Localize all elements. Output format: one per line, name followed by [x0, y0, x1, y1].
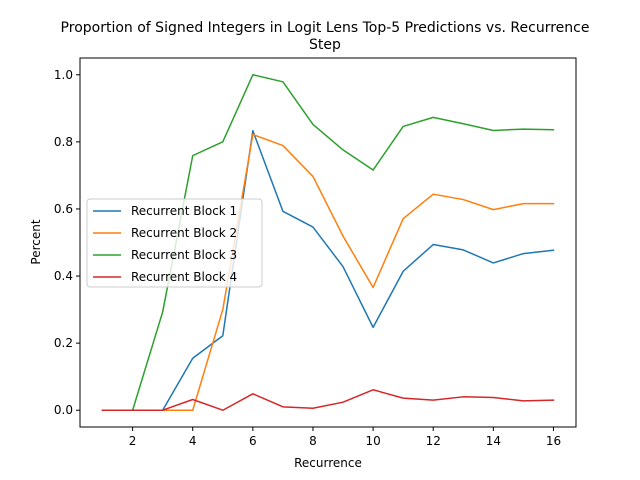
legend-label-2: Recurrent Block 2 — [131, 226, 237, 240]
x-tick-label: 4 — [189, 434, 197, 448]
y-tick-label: 0.2 — [54, 336, 73, 350]
x-tick-label: 14 — [486, 434, 501, 448]
y-tick-label: 0.4 — [54, 269, 73, 283]
x-axis-label: Recurrence — [294, 456, 362, 470]
y-axis-label: Percent — [29, 219, 43, 264]
legend-frame — [86, 198, 263, 288]
series-line-1 — [101, 130, 555, 411]
chart-title-line-2: Step — [309, 37, 341, 53]
y-tick-label: 0.8 — [54, 135, 73, 149]
chart-title-line-1: Proportion of Signed Integers in Logit L… — [61, 20, 590, 36]
y-tick-label: 1.0 — [54, 68, 73, 82]
plot-frame — [79, 57, 577, 428]
legend-label-1: Recurrent Block 1 — [131, 204, 237, 218]
legend: Recurrent Block 1 Recurrent Block 2 Recurr… — [86, 198, 263, 288]
y-tick-label: 0.6 — [54, 202, 73, 216]
x-tick-label: 12 — [426, 434, 441, 448]
x-tick-label: 10 — [365, 434, 380, 448]
x-tick-label: 16 — [546, 434, 561, 448]
legend-label-3: Recurrent Block 3 — [131, 248, 237, 262]
x-tick-label: 8 — [309, 434, 317, 448]
legend-label-4: Recurrent Block 4 — [131, 270, 237, 284]
y-tick-label: 0.0 — [54, 403, 73, 417]
x-tick-label: 2 — [129, 434, 137, 448]
series-line-4 — [101, 389, 555, 411]
axes-layer: 2 4 6 8 10 12 14 16 0.0 0.2 0.4 0.6 0.8 1.0 — [54, 68, 561, 448]
x-tick-label: 6 — [249, 434, 257, 448]
series-line-2 — [101, 133, 555, 411]
